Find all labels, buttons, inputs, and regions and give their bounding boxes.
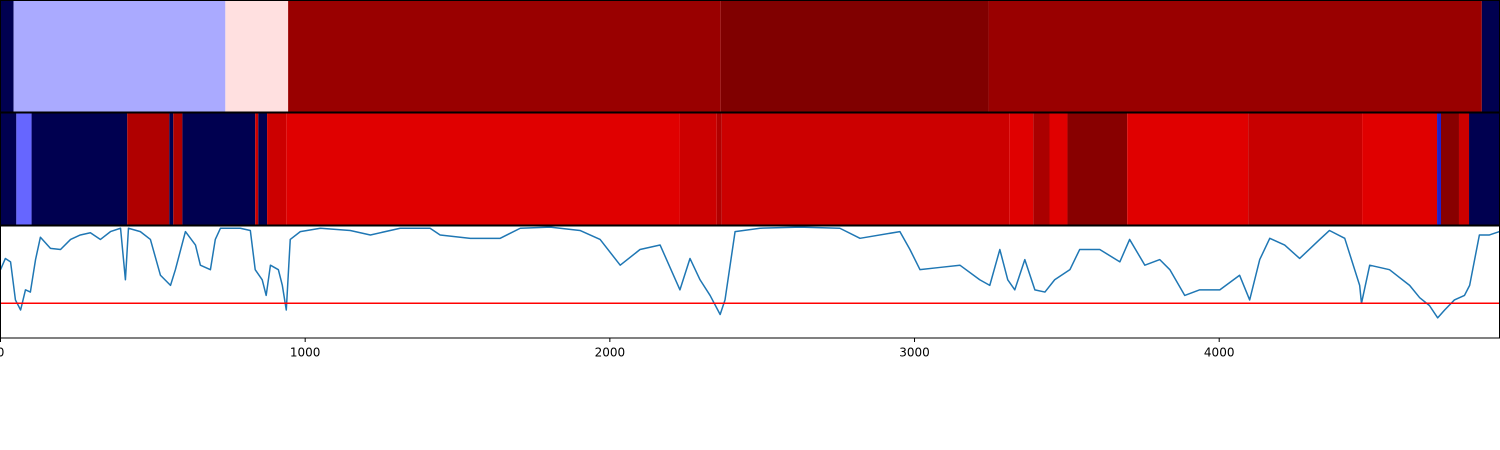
segment xyxy=(1441,113,1459,225)
segment xyxy=(288,0,721,112)
segment xyxy=(286,113,680,225)
x-tick-label: 4000 xyxy=(1204,346,1235,360)
segment xyxy=(720,0,989,112)
segment xyxy=(716,113,722,225)
segment xyxy=(258,113,268,225)
data-line xyxy=(0,226,1500,319)
segment xyxy=(1481,0,1500,112)
segment xyxy=(1458,113,1470,225)
segment xyxy=(0,113,17,225)
panel-frame xyxy=(0,225,1500,339)
segment xyxy=(1033,113,1050,225)
segment xyxy=(1067,113,1128,225)
segment xyxy=(1127,113,1249,225)
x-tick-label: 1000 xyxy=(290,346,321,360)
segment xyxy=(173,113,183,225)
segment xyxy=(127,113,170,225)
x-tick-label: 2000 xyxy=(595,346,626,360)
segment xyxy=(1437,113,1442,225)
segment xyxy=(1009,113,1034,225)
segment xyxy=(679,113,717,225)
segment xyxy=(31,113,128,225)
x-tick-label: 3000 xyxy=(899,346,930,360)
segment xyxy=(267,113,287,225)
segment xyxy=(16,113,32,225)
segment xyxy=(169,113,174,225)
segment xyxy=(1362,113,1438,225)
segment xyxy=(13,0,226,112)
segment xyxy=(1049,113,1068,225)
segment xyxy=(988,0,1482,112)
segment xyxy=(255,113,259,225)
segment xyxy=(182,113,256,225)
segment xyxy=(0,0,14,112)
segment xyxy=(225,0,289,112)
segment xyxy=(721,113,1010,225)
x-tick-label: 0 xyxy=(0,346,4,360)
segment xyxy=(1469,113,1500,225)
segment xyxy=(1248,113,1363,225)
